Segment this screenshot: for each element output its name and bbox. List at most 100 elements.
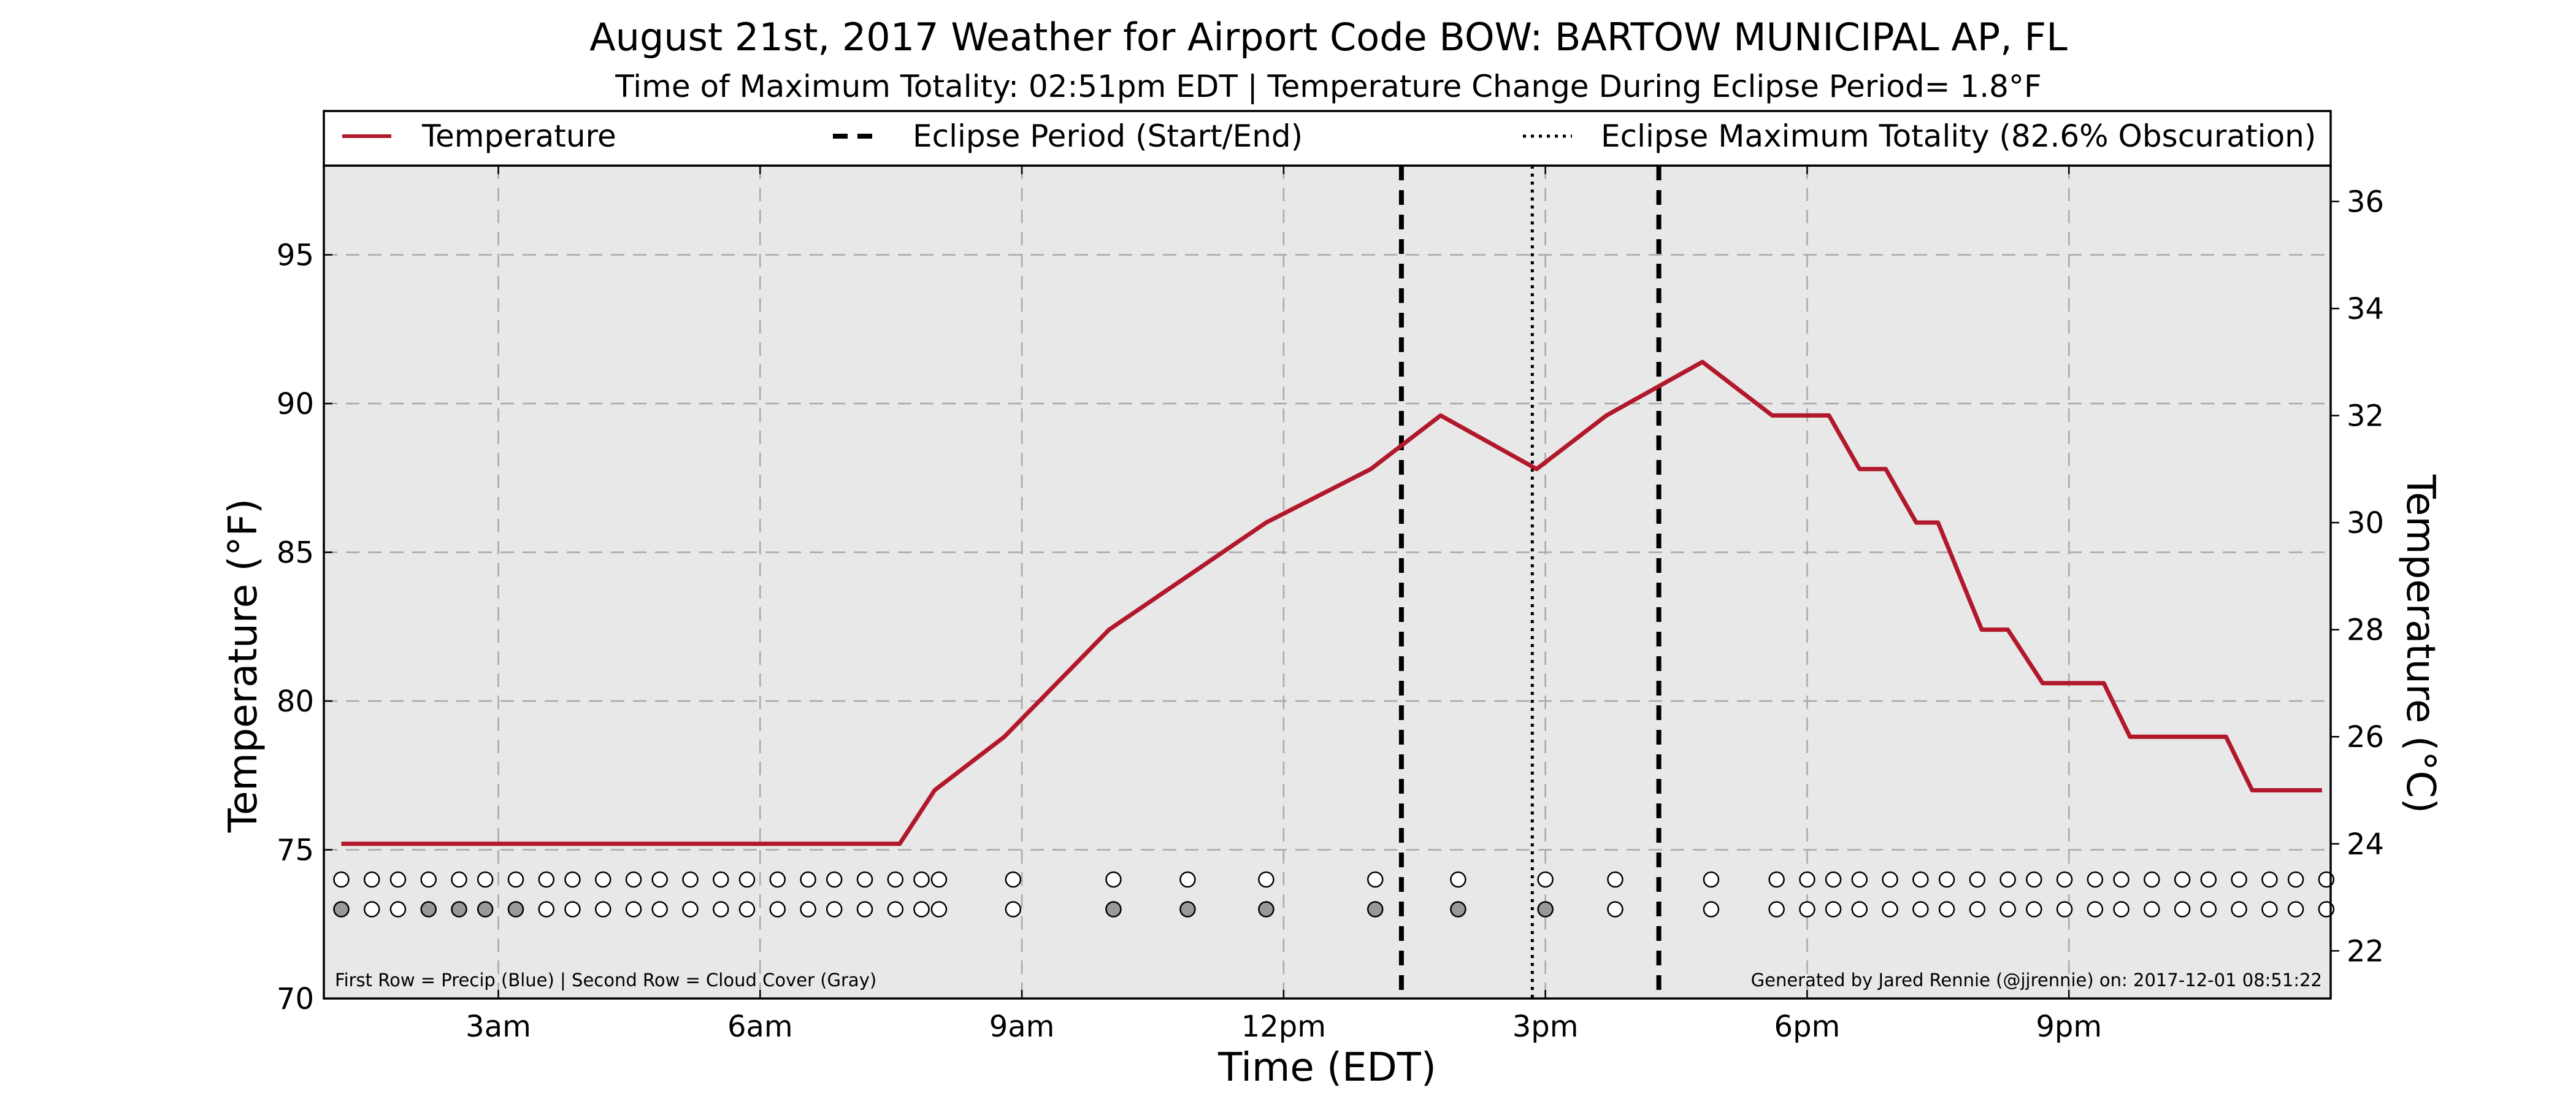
precip-marker xyxy=(1258,871,1275,888)
precip-marker xyxy=(1703,871,1720,888)
y-tick-label: 70 xyxy=(277,982,314,1016)
chart-title: August 21st, 2017 Weather for Airport Co… xyxy=(589,15,2068,59)
cloud-marker xyxy=(826,901,843,918)
precip-marker xyxy=(1450,871,1466,888)
cloud-marker xyxy=(856,901,873,918)
cloud-marker xyxy=(1703,901,1720,918)
cloud-marker xyxy=(913,901,930,918)
precip-marker xyxy=(2056,871,2073,888)
y-axis-right: 22 24 26 28 30 32 34 36 xyxy=(2331,185,2384,968)
cloud-marker xyxy=(1799,901,1815,918)
temperature-line xyxy=(341,359,2322,846)
cloud-marker xyxy=(2200,901,2217,918)
cloud-marker xyxy=(1450,901,1466,918)
precip-marker xyxy=(2174,871,2191,888)
precip-marker xyxy=(2113,871,2129,888)
cloud-marker xyxy=(800,901,816,918)
precip-marker xyxy=(333,871,350,888)
chart-subtitle: Time of Maximum Totality: 02:51pm EDT | … xyxy=(615,69,2041,104)
x-axis: 3am 6am 9am 12pm 3pm 6pm 9pm xyxy=(466,166,2102,1044)
y-right-tick-label: 36 xyxy=(2347,185,2384,219)
cloud-marker xyxy=(1179,901,1196,918)
y-axis-title-right: Temperature (°C) xyxy=(2398,474,2443,813)
grid-lines xyxy=(324,166,2331,999)
precip-marker xyxy=(538,871,555,888)
precip-marker xyxy=(887,871,904,888)
x-tick-label: 6am xyxy=(727,1010,793,1044)
y-right-tick-label: 30 xyxy=(2347,506,2384,540)
cloud-marker xyxy=(1768,901,1785,918)
precip-marker xyxy=(651,871,668,888)
legend-label-eclipse-period: Eclipse Period (Start/End) xyxy=(913,118,1303,154)
precip-marker xyxy=(1882,871,1898,888)
x-tick-label: 9pm xyxy=(2036,1010,2102,1044)
x-axis-title: Time (EDT) xyxy=(1217,1045,1436,1091)
precip-marker xyxy=(2087,871,2104,888)
cloud-marker xyxy=(1938,901,1955,918)
cloud-marker xyxy=(930,901,948,918)
cloud-marker xyxy=(651,901,668,918)
precip-marker xyxy=(1969,871,1986,888)
x-tick-label: 12pm xyxy=(1241,1010,1326,1044)
cloud-marker xyxy=(682,901,699,918)
x-tick-label: 3am xyxy=(466,1010,531,1044)
cloud-marker xyxy=(2056,901,2073,918)
precip-marker xyxy=(856,871,873,888)
cloud-marker xyxy=(594,901,611,918)
precip-marker xyxy=(1851,871,1868,888)
cloud-marker xyxy=(2287,901,2304,918)
cloud-marker xyxy=(2174,901,2191,918)
precip-marker xyxy=(1825,871,1842,888)
cloud-marker xyxy=(564,901,581,918)
cloud-marker xyxy=(1258,901,1275,918)
precip-marker xyxy=(1179,871,1196,888)
plot-area xyxy=(324,166,2331,999)
precip-marker xyxy=(913,871,930,888)
precip-marker xyxy=(1999,871,2016,888)
eclipse-markers xyxy=(1398,166,1662,999)
legend: Temperature Eclipse Period (Start/End) E… xyxy=(323,110,2332,167)
y-right-tick-label: 34 xyxy=(2347,292,2384,326)
cloud-marker xyxy=(1537,901,1554,918)
precip-marker xyxy=(930,871,948,888)
y-tick-label: 95 xyxy=(277,239,314,273)
precip-marker xyxy=(420,871,437,888)
x-tick-label: 6pm xyxy=(1774,1010,1841,1044)
precip-marker xyxy=(507,871,524,888)
cloud-marker xyxy=(713,901,729,918)
y-right-tick-label: 24 xyxy=(2347,827,2384,862)
precip-marker xyxy=(2231,871,2247,888)
precip-marker xyxy=(451,871,467,888)
precip-marker xyxy=(477,871,494,888)
precip-marker xyxy=(2026,871,2042,888)
cloud-marker xyxy=(1999,901,2016,918)
precip-marker xyxy=(363,871,380,888)
precip-marker xyxy=(1105,871,1122,888)
y-tick-label: 90 xyxy=(277,387,314,421)
cloud-marker xyxy=(477,901,494,918)
precip-marker xyxy=(738,871,756,888)
precip-marker xyxy=(2200,871,2217,888)
cloud-marker xyxy=(887,901,904,918)
cloud-marker xyxy=(1912,901,1929,918)
cloud-marker xyxy=(389,901,407,918)
precip-marker xyxy=(594,871,611,888)
legend-label-eclipse-max: Eclipse Maximum Totality (82.6% Obscurat… xyxy=(1601,118,2316,154)
precip-marker xyxy=(2144,871,2160,888)
precip-marker xyxy=(1367,871,1384,888)
precip-marker xyxy=(826,871,843,888)
precip-marker xyxy=(1768,871,1785,888)
cloud-marker xyxy=(451,901,467,918)
precip-marker xyxy=(713,871,729,888)
y-right-tick-label: 28 xyxy=(2347,613,2384,648)
precip-marker xyxy=(389,871,407,888)
cloud-marker xyxy=(1825,901,1842,918)
cloud-marker xyxy=(1969,901,1986,918)
y-axis-title-left: Temperature (°F) xyxy=(221,499,266,834)
precip-marker xyxy=(1799,871,1815,888)
cloud-marker xyxy=(2144,901,2160,918)
cloud-marker xyxy=(420,901,437,918)
y-tick-label: 85 xyxy=(277,536,314,570)
precip-marker xyxy=(682,871,699,888)
x-tick-label: 3pm xyxy=(1512,1010,1579,1044)
